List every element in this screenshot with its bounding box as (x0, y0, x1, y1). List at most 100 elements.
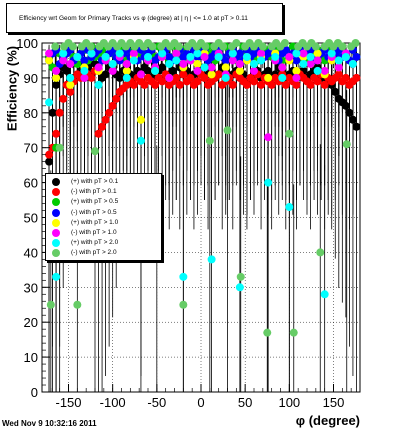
data-point (158, 77, 167, 86)
data-point (267, 80, 276, 89)
data-point (136, 136, 145, 145)
y-tick-label: 70 (24, 141, 38, 156)
data-point (341, 52, 350, 61)
data-point (115, 49, 124, 58)
data-point (327, 49, 336, 58)
y-tick-label: 40 (24, 245, 38, 260)
data-point (98, 122, 107, 131)
data-point (264, 133, 273, 142)
data-point (257, 56, 266, 65)
data-point (136, 70, 145, 79)
data-point (158, 63, 167, 72)
data-point (242, 52, 251, 61)
data-point (52, 272, 61, 281)
legend-marker (52, 188, 60, 197)
data-point (45, 150, 54, 159)
y-tick-label: 50 (24, 211, 38, 226)
data-point (179, 59, 188, 68)
data-point (94, 63, 103, 72)
data-point (66, 59, 75, 68)
data-point (66, 80, 75, 89)
legend-label: (+) with pT > 0.5 (71, 198, 119, 206)
y-axis-label: Efficiency (%) (4, 45, 20, 132)
data-point (55, 143, 64, 152)
data-point (186, 52, 195, 61)
data-point (292, 49, 301, 58)
data-point (129, 80, 138, 89)
data-point (219, 42, 228, 51)
data-point (175, 80, 184, 89)
data-point (352, 122, 361, 131)
data-point (151, 66, 160, 75)
data-point (179, 272, 188, 281)
y-tick-label: 60 (24, 176, 38, 191)
data-point (348, 115, 357, 124)
data-points (45, 39, 361, 337)
data-point (306, 80, 315, 89)
data-point (285, 129, 294, 138)
x-tick-label: -50 (147, 395, 166, 410)
data-point (235, 66, 244, 75)
legend-label: (-) with pT > 1.0 (71, 229, 117, 236)
data-point (278, 63, 287, 72)
data-point (52, 129, 61, 138)
legend-entry: (-) with pT > 1.0 (46, 228, 161, 238)
data-point (91, 147, 99, 156)
data-point (285, 52, 294, 61)
x-tick-label: -150 (55, 395, 81, 410)
data-point (105, 108, 114, 117)
x-tick-label: -100 (100, 395, 126, 410)
data-point (320, 80, 329, 89)
data-point (235, 59, 244, 68)
y-tick-label: 20 (24, 315, 38, 330)
data-point (73, 52, 82, 61)
legend-label: (+) with pT > 0.1 (71, 178, 119, 185)
data-point (172, 49, 181, 58)
data-point (193, 77, 202, 86)
data-point (200, 52, 209, 61)
data-point (352, 52, 361, 61)
data-point (341, 101, 350, 110)
data-point (311, 42, 320, 51)
legend-entry: (+) with pT > 0.1 (46, 177, 161, 187)
data-point (280, 39, 289, 47)
data-point (174, 42, 183, 51)
y-tick-label: 0 (31, 385, 38, 400)
data-point (257, 80, 266, 89)
legend-label: (-) with pT > 2.0 (71, 249, 117, 257)
data-point (334, 56, 343, 65)
data-point (179, 70, 188, 79)
legend-entry: (+) with pT > 0.5 (46, 197, 161, 207)
data-point (186, 73, 195, 82)
data-point (214, 70, 223, 79)
data-point (122, 73, 131, 82)
data-point (80, 73, 89, 82)
data-point (52, 73, 61, 82)
data-point (289, 328, 298, 337)
data-point (292, 73, 301, 82)
data-point (168, 66, 177, 75)
data-point (66, 73, 75, 82)
data-point (271, 52, 280, 61)
data-point (68, 42, 77, 51)
data-point (281, 80, 290, 89)
data-point (228, 49, 237, 58)
data-point (52, 80, 61, 89)
data-point (45, 56, 54, 65)
data-point (136, 115, 145, 124)
data-point (250, 66, 258, 75)
data-point (320, 290, 329, 299)
y-tick-label: 30 (24, 280, 38, 295)
legend-marker (52, 198, 60, 207)
data-point (165, 59, 174, 68)
legend-marker (52, 229, 60, 237)
data-point (46, 300, 55, 309)
data-point (80, 66, 89, 75)
data-point (316, 248, 325, 257)
data-point (299, 59, 308, 68)
legend-entry: (+) with pT > 2.0 (46, 238, 161, 248)
y-tick-label: 100 (16, 36, 38, 51)
data-point (144, 66, 152, 75)
y-tick-label: 10 (24, 350, 38, 365)
legend-label: (-) with pT > 0.5 (71, 208, 117, 216)
